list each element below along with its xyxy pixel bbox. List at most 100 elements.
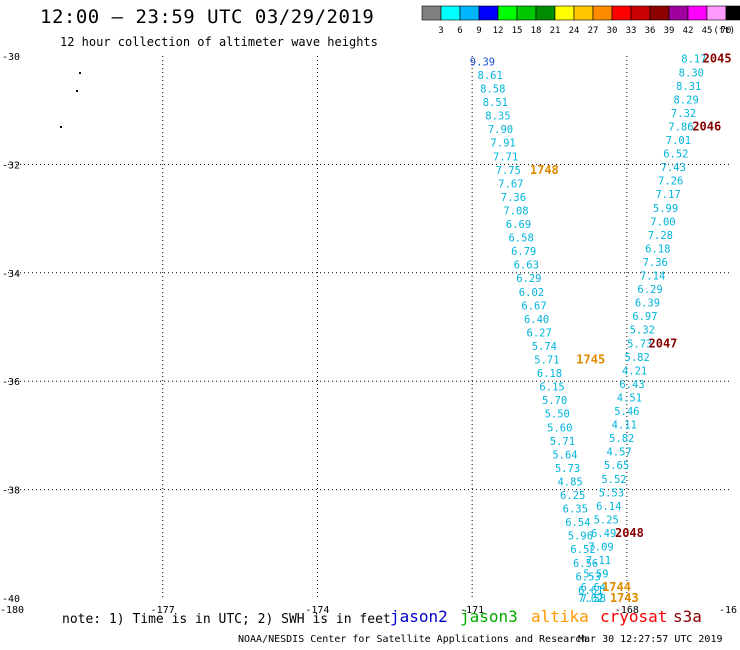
wave-height-label: 7.71: [493, 151, 518, 163]
x-tick-label: -171: [460, 605, 484, 616]
wave-height-label: 8.58: [480, 84, 505, 96]
legend-tick-label: 36: [645, 26, 656, 36]
x-tick-label: -180: [0, 605, 24, 616]
wave-height-label: 6.69: [506, 219, 531, 231]
wave-height-label: 5.53: [599, 487, 624, 499]
pass-time-label: 2045: [703, 52, 732, 66]
wave-height-label: 6.25: [560, 490, 585, 502]
wave-height-label: 7.08: [503, 205, 528, 217]
wave-height-label: 5.65: [604, 460, 629, 472]
legend-tick-label: 33: [626, 26, 637, 36]
legend-tick-label: 30: [607, 26, 618, 36]
wave-height-label: 5.70: [542, 395, 567, 407]
y-tick-label: -36: [2, 377, 20, 388]
land-speck: [79, 72, 81, 74]
wave-height-label: 6.49: [591, 528, 616, 540]
wave-height-label: 6.27: [527, 327, 552, 339]
wave-height-label: 7.28: [648, 230, 673, 242]
legend-tick-label: 12: [493, 26, 504, 36]
wave-height-label: 7.26: [658, 176, 683, 188]
wave-height-label: 6.52: [663, 149, 688, 161]
pass-time-label: 2047: [649, 336, 678, 350]
wave-height-label: 6.40: [524, 314, 549, 326]
wave-height-label: 7.90: [488, 124, 513, 136]
chart-subtitle: 12 hour collection of altimeter wave hei…: [60, 35, 378, 49]
units-note: note: 1) Time is in UTC; 2) SWH is in fe…: [62, 612, 391, 627]
generated-timestamp: Mar 30 12:27:57 UTC 2019: [578, 634, 723, 645]
wave-height-label: 6.97: [632, 311, 657, 323]
legend-jason2: jason2: [390, 607, 448, 626]
wave-height-label: 5.73: [627, 338, 652, 350]
wave-height-label: 5.73: [555, 463, 580, 475]
y-tick-label: -40: [2, 594, 20, 605]
wave-height-label: 8.29: [674, 94, 699, 106]
wave-height-label: 7.86: [668, 121, 693, 133]
wave-height-label: 7.02: [578, 593, 603, 605]
wave-height-label: 5.46: [614, 406, 639, 418]
wave-height-label: 8.61: [478, 70, 503, 82]
x-tick-label: -177: [151, 605, 175, 616]
wave-height-label: 7.36: [643, 257, 668, 269]
legend-tick-label: 3: [438, 26, 443, 36]
wave-height-label: 7.75: [496, 165, 521, 177]
wave-height-label: 6.43: [619, 379, 644, 391]
pass-time-label: 2048: [615, 526, 644, 540]
wave-height-label: 5.82: [625, 352, 650, 364]
wave-height-label: 7.67: [498, 178, 523, 190]
wave-height-label: 5.32: [630, 325, 655, 337]
wave-height-label: 9.39: [470, 56, 495, 68]
color-legend: 3 6 9 12 15 18 21 24 27 30 33 36 39 42 45 70(ft): [421, 5, 740, 36]
wave-height-label: 5.25: [594, 514, 619, 526]
wave-height-label: 5.71: [550, 436, 575, 448]
wave-height-label: 6.29: [516, 273, 541, 285]
wave-height-label: 6.61: [578, 585, 603, 597]
wave-height-label: 5.50: [545, 409, 570, 421]
y-tick-label: -32: [2, 160, 20, 171]
wave-height-label: 8.31: [676, 81, 701, 93]
wave-height-label: 6.39: [635, 298, 660, 310]
legend-tick-label: 18: [531, 26, 542, 36]
land-speck: [60, 126, 62, 128]
wave-height-label: 5.71: [534, 355, 559, 367]
wave-height-label: 7.91: [490, 138, 515, 150]
legend-altika: altika: [531, 607, 589, 626]
pass-time-label: 1744: [602, 580, 631, 594]
wave-height-label: 6.53: [576, 571, 601, 583]
y-tick-label: -30: [2, 52, 20, 63]
wave-height-label: 8.51: [483, 97, 508, 109]
legend-jason3: jason3: [460, 607, 518, 626]
wave-height-label: 6.18: [537, 368, 562, 380]
wave-height-label: 4.11: [612, 420, 637, 432]
pass-time-label: 1743: [610, 591, 639, 605]
x-tick-label: -16: [719, 605, 737, 616]
x-tick-label: -168: [615, 605, 639, 616]
wave-height-label: 6.02: [519, 287, 544, 299]
wave-height-label: 6.64: [581, 582, 606, 594]
wave-height-label: 6.52: [570, 544, 595, 556]
wave-height-label: 7.00: [650, 216, 675, 228]
wave-height-label: 5.60: [547, 422, 572, 434]
wave-height-label: 7.43: [661, 162, 686, 174]
wave-height-label: 4.85: [557, 476, 582, 488]
legend-tick-label: 15: [512, 26, 523, 36]
wave-height-label: 7.17: [655, 189, 680, 201]
wave-height-label: 8.17: [681, 54, 706, 66]
y-tick-label: -34: [2, 269, 20, 280]
legend-tick-label: 9: [476, 26, 481, 36]
wave-height-label: 6.54: [565, 517, 590, 529]
wave-height-label: 5.82: [609, 433, 634, 445]
wave-height-label: 4.21: [622, 365, 647, 377]
chart-title: 12:00 — 23:59 UTC 03/29/2019: [40, 6, 375, 28]
wave-height-label: 8.30: [679, 67, 704, 79]
legend-tick-label: 70: [721, 26, 732, 36]
wave-height-label: 5.99: [653, 203, 678, 215]
wave-height-label: 5.59: [583, 569, 608, 581]
wave-height-label: 6.58: [508, 233, 533, 245]
wave-height-label: 4.51: [617, 392, 642, 404]
wave-height-label: 5.74: [532, 341, 557, 353]
wave-height-label: 6.18: [645, 243, 670, 255]
wave-height-label: 5.52: [601, 474, 626, 486]
legend-tick-label: 27: [588, 26, 599, 36]
